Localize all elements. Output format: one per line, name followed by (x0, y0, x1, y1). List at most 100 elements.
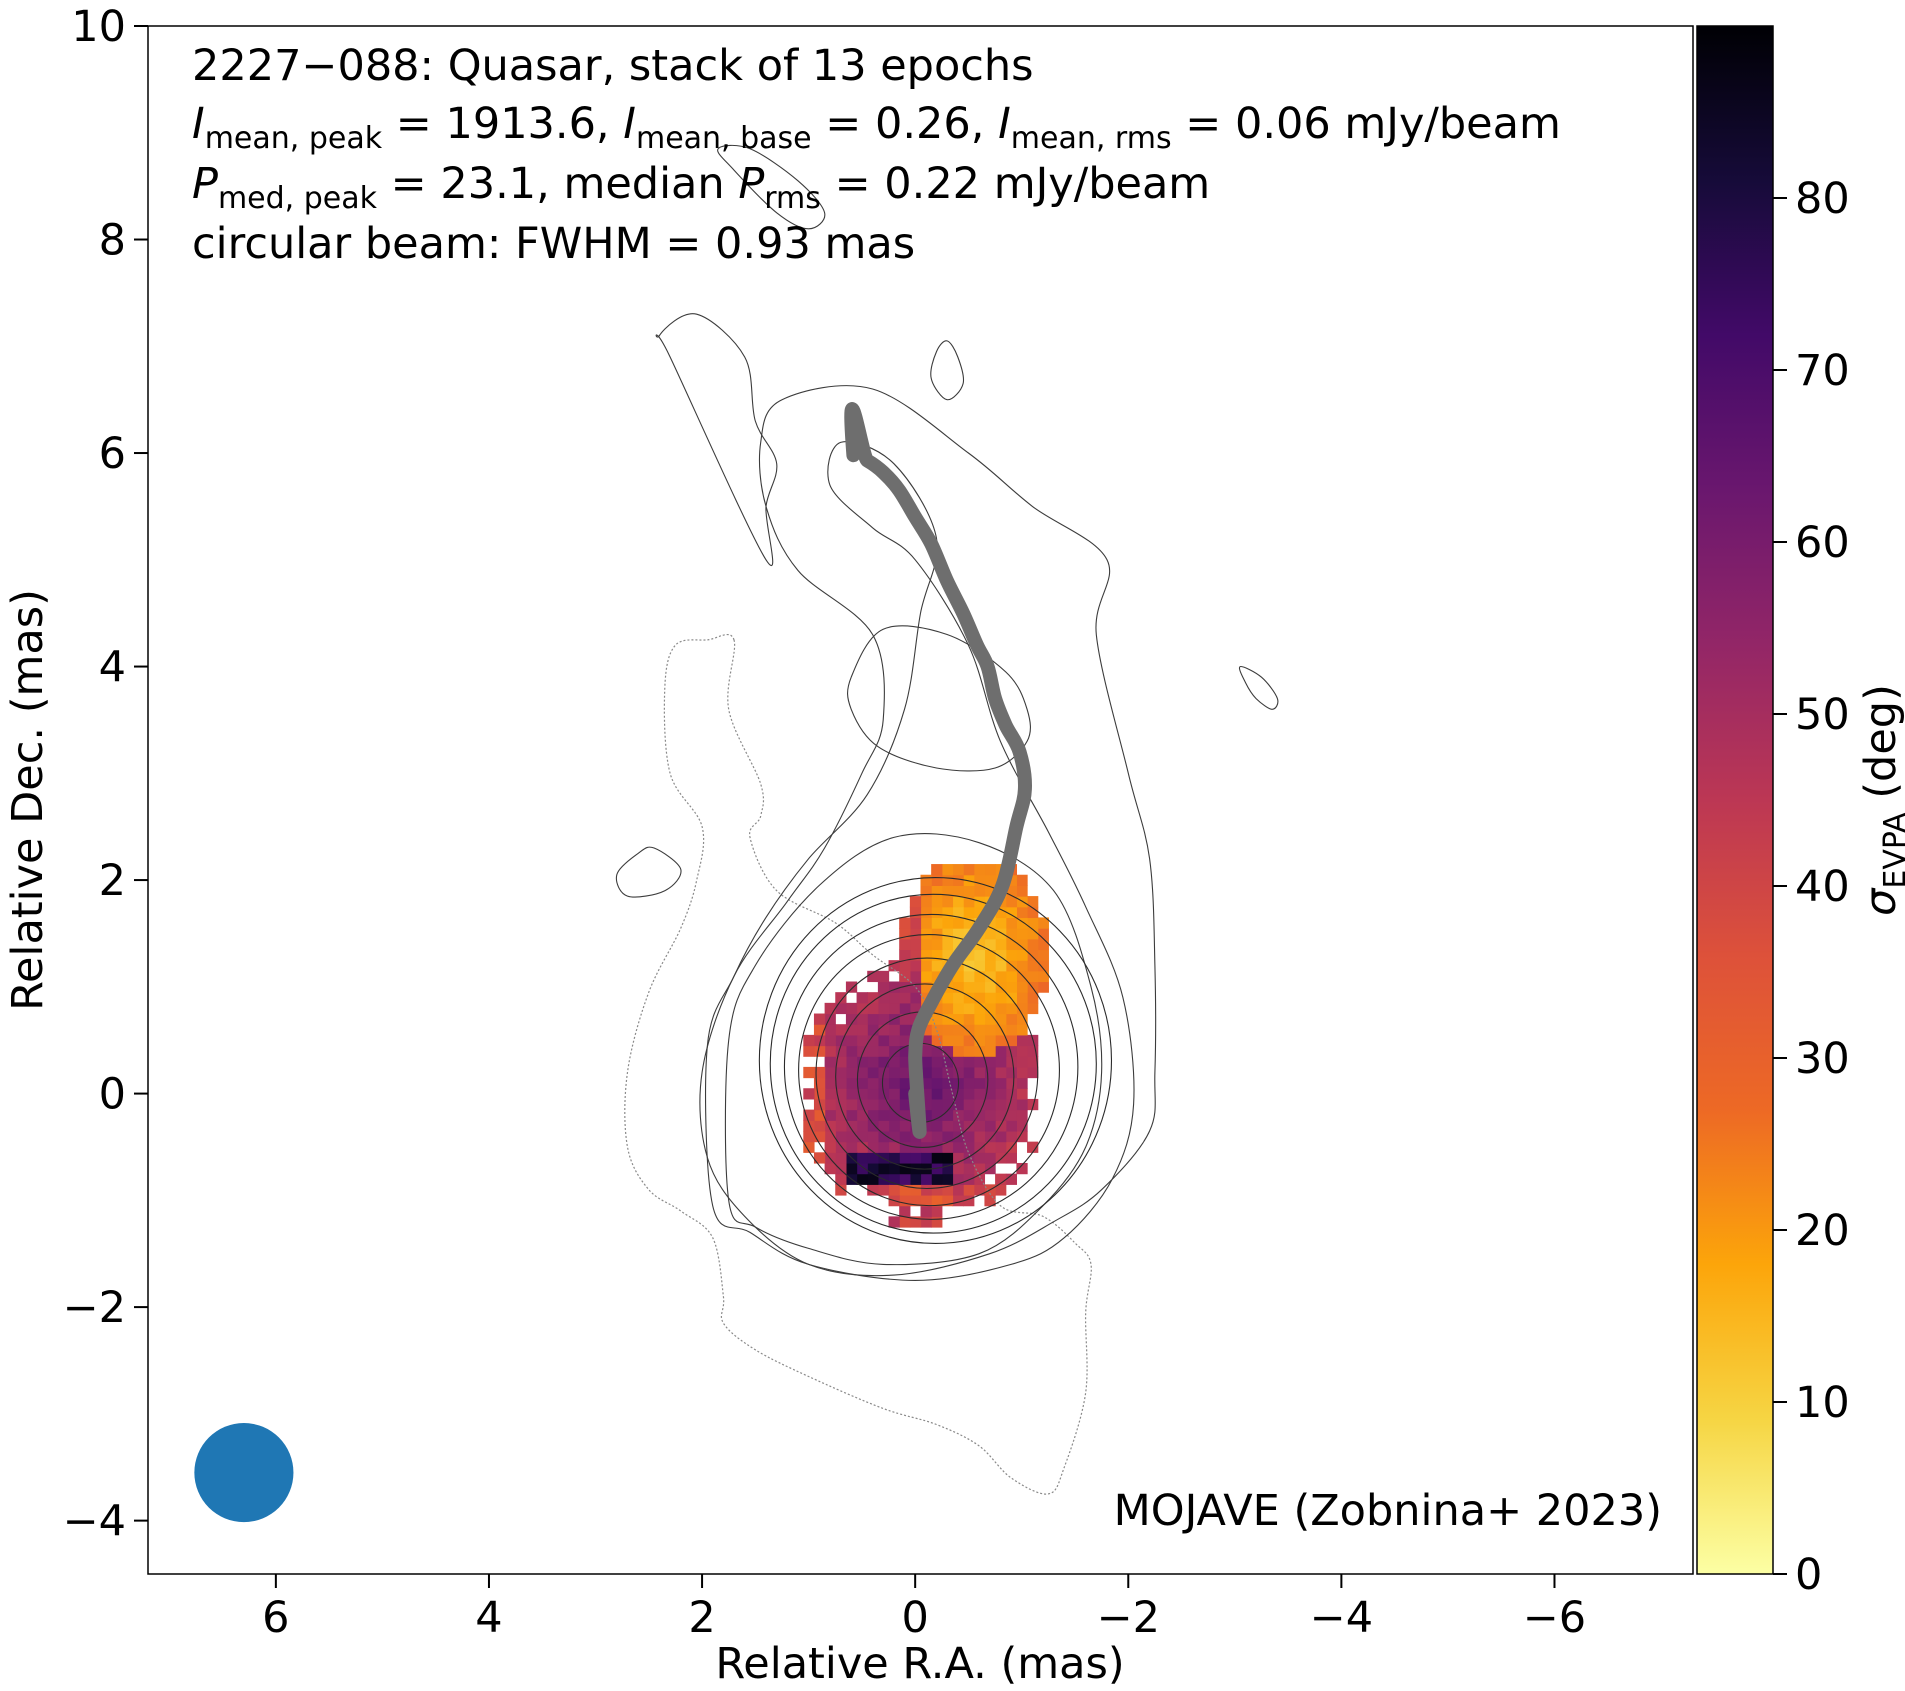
heatmap-cell (877, 992, 890, 1004)
heatmap-cell (941, 906, 954, 919)
heatmap-cell (856, 1088, 868, 1100)
heatmap-cell (1005, 1077, 1017, 1089)
heatmap-cell (1037, 917, 1049, 929)
heatmap-cell (973, 885, 986, 897)
heatmap-cell (824, 1077, 836, 1089)
heatmap-cell (888, 1013, 900, 1025)
heatmap-cell (845, 1088, 858, 1100)
heatmap-cell (963, 896, 975, 908)
heatmap-cell (941, 1066, 954, 1079)
heatmap-cell (867, 1066, 879, 1079)
heatmap-cell (1016, 1109, 1028, 1121)
heatmap-cell (856, 1066, 868, 1079)
heatmap-cell (877, 1056, 890, 1068)
heatmap-cell (952, 938, 964, 951)
heatmap-cell (877, 1002, 890, 1015)
heatmap-cell (824, 1066, 836, 1079)
heatmap-cell (973, 938, 986, 951)
heatmap-cell (963, 1109, 975, 1121)
heatmap-cell (824, 1088, 836, 1100)
x-tick-label: 0 (901, 1593, 928, 1643)
heatmap-cell (931, 960, 943, 972)
heatmap-cell (803, 1034, 815, 1047)
heatmap-cell (952, 992, 964, 1004)
heatmap-cell (963, 949, 975, 961)
heatmap-cell (941, 917, 954, 929)
heatmap-cell (1016, 1002, 1028, 1015)
heatmap-cell (931, 906, 943, 919)
heatmap-cell (835, 992, 847, 1004)
heatmap-cell (824, 1056, 836, 1068)
heatmap-cell (1016, 960, 1028, 972)
heatmap-cell (824, 1024, 836, 1036)
heatmap-cell (973, 1184, 986, 1196)
heatmap-cell (995, 1013, 1007, 1025)
heatmap-cell (877, 1098, 890, 1111)
heatmap-cell (941, 1013, 954, 1025)
heatmap-cell (909, 981, 922, 993)
heatmap-cell (888, 1002, 900, 1015)
heatmap-cell (963, 1120, 975, 1132)
heatmap-cell (899, 960, 911, 972)
heatmap-cell (931, 970, 943, 983)
heatmap-cell (845, 1034, 858, 1047)
heatmap-cell (931, 1098, 943, 1111)
x-tick-label: −4 (1310, 1593, 1373, 1643)
contour-ring (783, 913, 1079, 1220)
heatmap-cell (952, 1173, 964, 1185)
heatmap-cell (1016, 1024, 1028, 1036)
heatmap-cell (1027, 1002, 1039, 1015)
heatmap-cell (941, 949, 954, 961)
heatmap-cell (995, 1184, 1007, 1196)
heatmap-cell (835, 1141, 847, 1153)
heatmap-cell (1027, 917, 1039, 929)
heatmap-cell (867, 1152, 879, 1164)
heatmap-cell (877, 981, 890, 993)
x-axis-label: Relative R.A. (mas) (715, 1639, 1124, 1689)
heatmap-cell (803, 1109, 815, 1121)
heatmap-cell (941, 1120, 954, 1132)
heatmap-cell (963, 1098, 975, 1111)
heatmap-cell (920, 1130, 932, 1143)
heatmap-cell (877, 1034, 890, 1047)
heatmap-cell (1016, 1130, 1028, 1143)
heatmap-cell (984, 874, 996, 886)
heatmap-cell (931, 917, 943, 929)
y-tick-label: 6 (99, 429, 126, 479)
heatmap-cell (963, 906, 975, 919)
heatmap-cell (856, 1109, 868, 1121)
heatmap-cell (995, 1088, 1007, 1100)
heatmap-cell (984, 864, 996, 876)
heatmap-cell (824, 1109, 836, 1121)
heatmap-cell (1037, 970, 1049, 983)
heatmap-cell (963, 1184, 975, 1196)
x-tick-label: −6 (1523, 1593, 1586, 1643)
annotation-line-2: Imean, peak = 1913.6, Imean, base = 0.26… (192, 99, 1561, 156)
heatmap-cell (877, 1141, 890, 1153)
heatmap-cell (888, 981, 900, 993)
heatmap-cell (1027, 906, 1039, 919)
heatmap-cell (984, 1002, 996, 1015)
y-axis-label: Relative Dec. (mas) (3, 589, 53, 1011)
heatmap-cell (920, 896, 932, 908)
heatmap-cell (973, 1120, 986, 1132)
heatmap-cell (1005, 896, 1017, 908)
heatmap-cell (941, 1152, 954, 1164)
heatmap-cell (984, 1195, 996, 1207)
heatmap-cell (899, 981, 911, 993)
heatmap-cell (920, 1077, 932, 1089)
heatmap-cell (963, 1024, 975, 1036)
heatmap-cell (813, 1066, 826, 1079)
heatmap-cell (963, 1130, 975, 1143)
heatmap-cell (920, 1205, 932, 1217)
heatmap-cell (941, 1141, 954, 1153)
heatmap-cell (963, 1034, 975, 1047)
heatmap-cell (1005, 1024, 1017, 1036)
heatmap-cell (973, 1024, 986, 1036)
heatmap-cell (984, 1034, 996, 1047)
heatmap-cell (899, 949, 911, 961)
heatmap-cell (941, 1002, 954, 1015)
heatmap-cell (920, 1173, 932, 1185)
heatmap-cell (1005, 928, 1017, 940)
heatmap-cell (952, 1162, 964, 1175)
